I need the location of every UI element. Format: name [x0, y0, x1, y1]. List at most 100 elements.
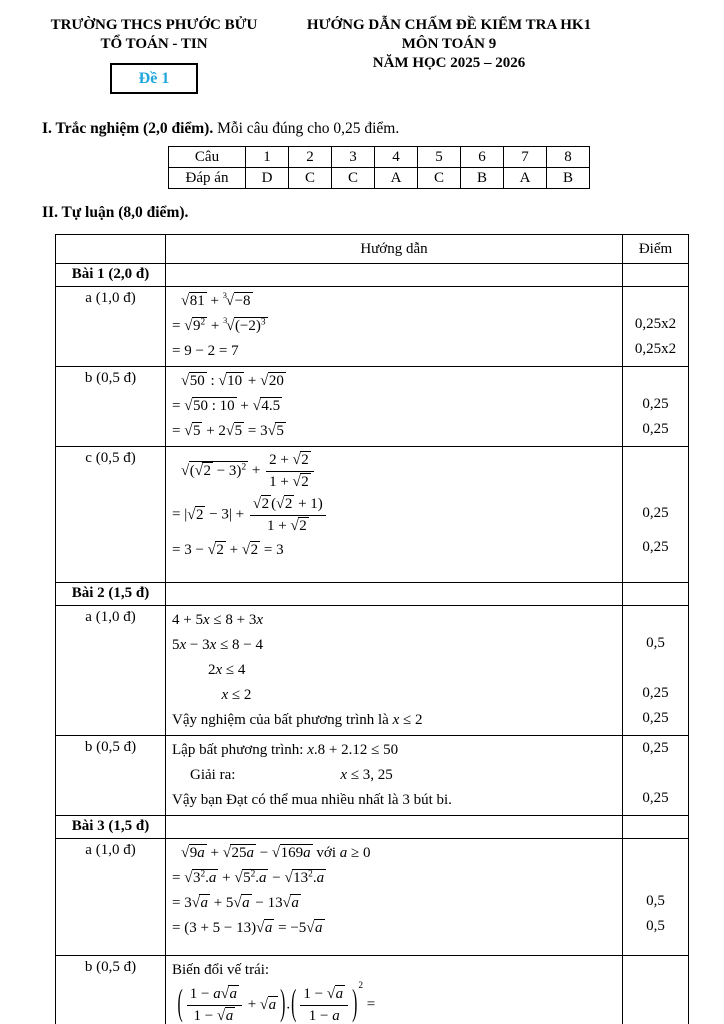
- mc-question-8: 8: [546, 146, 590, 168]
- points-column-header: Điểm: [622, 234, 689, 264]
- answer-row: a (1,0 đ) √81 + 3√−8 = √92 + 3√(−2)3 = 9 − …: [55, 286, 689, 367]
- math-line: √(√2 − 3)2 + 2 + √2 1 + √2: [172, 449, 616, 493]
- doc-title: HƯỚNG DẪN CHẤM ĐỀ KIỂM TRA HK1: [306, 17, 592, 33]
- school-name: TRƯỜNG THCS PHƯỚC BỬU: [50, 17, 258, 33]
- answer-row: a (1,0 đ) √9a + √25a − √169a với a ≥ 0 = √…: [55, 838, 689, 956]
- math-line: = 3 − √2 + √2 = 3: [172, 540, 284, 558]
- guide-cell: √9a + √25a − √169a với a ≥ 0 = √32.a + √5…: [165, 838, 623, 956]
- point-value: [625, 839, 686, 864]
- math-line: 5x − 3x ≤ 8 − 4: [172, 637, 264, 653]
- row-label: Bài 3 (1,5 đ): [55, 815, 166, 839]
- section-row: Bài 1 (2,0 đ): [55, 263, 689, 287]
- math-line: x ≤ 2: [221, 687, 252, 703]
- guide-cell: √81 + 3√−8 = √92 + 3√(−2)3 = 9 − 2 = 7: [165, 286, 623, 367]
- points-cell: 0,25 0,25: [622, 446, 689, 583]
- math-line: = (3 + 5 − 13)√a = −5√a: [172, 919, 325, 936]
- row-label: a (1,0 đ): [55, 838, 166, 956]
- mc-answer-5: C: [417, 167, 461, 189]
- answers-table-body: Bài 1 (2,0 đ) a (1,0 đ) √81 + 3√−8 = √92 + …: [55, 263, 689, 1024]
- mc-question-2: 2: [288, 146, 332, 168]
- point-value: [625, 287, 686, 312]
- section1-heading-bold: I. Trắc nghiệm (2,0 điểm).: [42, 120, 214, 137]
- point-value: 0,5: [646, 635, 665, 651]
- answer-row: b (0,5 đ) Biến đổi vế trái: (1 − a√a 1 − √a…: [55, 955, 689, 1024]
- guide-cell: [165, 263, 623, 287]
- math-line: = √50 : 10 + √4.5: [172, 397, 283, 414]
- row-label: b (0,5 đ): [55, 735, 166, 816]
- school-block: TRƯỜNG THCS PHƯỚC BỬU TỔ TOÁN - TIN Đề 1: [40, 16, 268, 94]
- point-value: [625, 606, 686, 631]
- mc-question-6: 6: [460, 146, 504, 168]
- title-block: HƯỚNG DẪN CHẤM ĐỀ KIỂM TRA HK1 MÔN TOÁN …: [284, 16, 614, 94]
- point-value: 0,25: [642, 504, 669, 521]
- math-line: = |√2 − 3| + √2 (√2 + 1) 1 + √2: [172, 493, 616, 537]
- point-value: [625, 447, 686, 491]
- row-label: c (0,5 đ): [55, 446, 166, 583]
- mc-question-label: Câu: [168, 146, 246, 168]
- mc-answer-6: B: [460, 167, 504, 189]
- mc-answer-1: D: [245, 167, 289, 189]
- answer-row: a (1,0 đ) 4 + 5x ≤ 8 + 3x 5x − 3x ≤ 8 − 4 2…: [55, 605, 689, 736]
- exam-code-box: Đề 1: [110, 63, 198, 94]
- points-cell: 0,25x2 0,25x2: [622, 286, 689, 367]
- guide-cell: [165, 582, 623, 606]
- math-line: = √5 + 2√5 = 3√5: [172, 422, 286, 439]
- points-cell: 0,25 0,25: [622, 735, 689, 816]
- point-value: 0,25: [642, 790, 669, 806]
- mc-question-1: 1: [245, 146, 289, 168]
- math-line: = √32.a + √52.a − √132.a: [172, 869, 327, 886]
- section-row: Bài 3 (1,5 đ): [55, 815, 689, 839]
- exam-code: Đề 1: [138, 69, 170, 87]
- point-value: [625, 981, 686, 1024]
- math-line: Vậy bạn Đạt có thể mua nhiều nhất là 3 b…: [172, 792, 452, 808]
- section1-heading: I. Trắc nghiệm (2,0 điểm). Mỗi câu đúng …: [42, 120, 724, 138]
- points-cell: 0,5 0,5: [622, 838, 689, 956]
- guide-cell: √50 : √10 + √20 = √50 : 10 + √4.5 = √5 + 2…: [165, 366, 623, 447]
- mc-question-5: 5: [417, 146, 461, 168]
- point-value: 0,25: [642, 710, 669, 726]
- mc-answer-row: Đáp án D C C A C B A B: [168, 167, 590, 189]
- point-value: [625, 656, 686, 681]
- math-line: Giải ra: x ≤ 3, 25: [190, 767, 393, 783]
- math-line: √81 + 3√−8: [181, 291, 253, 309]
- multiple-choice-table: Câu 1 2 3 4 5 6 7 8 Đáp án D C C A C B A…: [168, 146, 590, 189]
- guide-cell: Biến đổi vế trái: (1 − a√a 1 − √a + √a).(1…: [165, 955, 623, 1024]
- guide-column-header: Hướng dẫn: [165, 234, 623, 264]
- section2-heading-bold: II. Tự luận (8,0 điểm).: [42, 204, 189, 221]
- mc-answer-2: C: [288, 167, 332, 189]
- math-line: Lập bất phương trình: x.8 + 2.12 ≤ 50: [172, 742, 399, 758]
- department-name: TỔ TOÁN - TIN: [100, 36, 208, 52]
- section2-heading: II. Tự luận (8,0 điểm).: [42, 204, 724, 222]
- row-label: b (0,5 đ): [55, 955, 166, 1024]
- section1-heading-note: Mỗi câu đúng cho 0,25 điểm.: [213, 120, 400, 137]
- section-row: Bài 2 (1,5 đ): [55, 582, 689, 606]
- math-line: (1 − a√a 1 − √a + √a).(1 − √a 1 − a) 2 =: [177, 981, 376, 1024]
- points-cell: 0,5 0,25 0,25: [622, 605, 689, 736]
- points-cell: [622, 815, 689, 839]
- points-cell: 0,25 0,25: [622, 366, 689, 447]
- mc-answer-3: C: [331, 167, 375, 189]
- row-label: b (0,5 đ): [55, 366, 166, 447]
- guide-cell: [165, 815, 623, 839]
- point-value: [625, 864, 686, 889]
- point-value: 0,5: [646, 893, 665, 909]
- math-line: Biến đổi vế trái:: [172, 962, 270, 978]
- points-cell: [622, 263, 689, 287]
- points-cell: [622, 955, 689, 1024]
- math-line: Vậy nghiệm của bất phương trình là x ≤ 2: [172, 712, 423, 728]
- answer-row: b (0,5 đ) Lập bất phương trình: x.8 + 2.1…: [55, 735, 689, 816]
- point-value: 0,25: [642, 396, 669, 412]
- row-label: Bài 1 (2,0 đ): [55, 263, 166, 287]
- point-value: 0,5: [646, 918, 665, 934]
- math-line: √50 : √10 + √20: [181, 372, 286, 389]
- mc-question-7: 7: [503, 146, 547, 168]
- mc-answer-8: B: [546, 167, 590, 189]
- math-line: = 3√a + 5√a − 13√a: [172, 894, 301, 911]
- point-value: [625, 956, 686, 981]
- point-value: 0,25: [642, 421, 669, 437]
- answer-row: b (0,5 đ) √50 : √10 + √20 = √50 : 10 + √4.…: [55, 366, 689, 447]
- math-line: = √92 + 3√(−2)3: [172, 316, 268, 334]
- points-cell: [622, 582, 689, 606]
- point-value: [625, 761, 686, 786]
